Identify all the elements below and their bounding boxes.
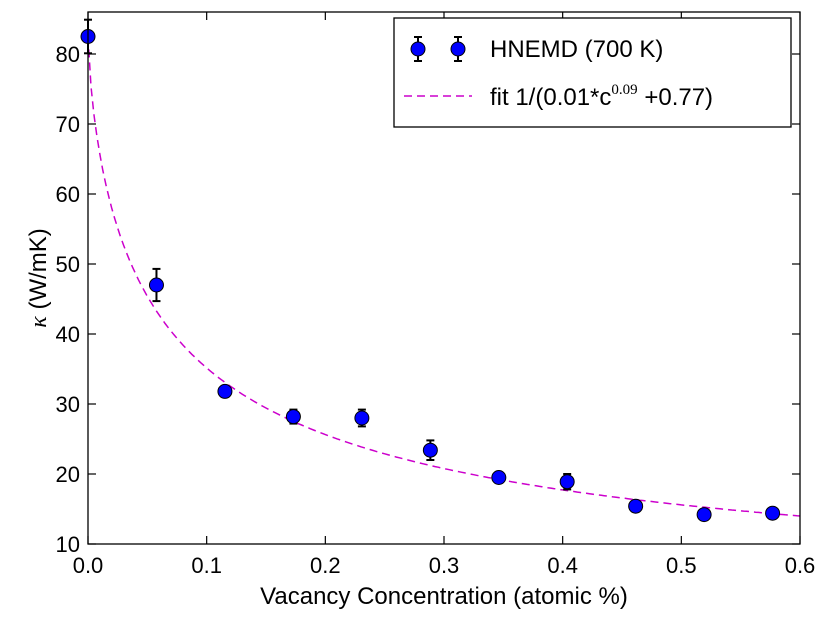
data-point — [217, 383, 233, 399]
legend-fit-prefix: fit 1/(0.01*c — [490, 84, 611, 111]
data-point — [148, 267, 164, 303]
x-tick-label: 0.6 — [785, 553, 816, 578]
y-tick-label: 10 — [56, 532, 80, 557]
data-point — [491, 470, 507, 485]
fit-curve-layer — [87, 36, 801, 517]
y-tick-label: 20 — [56, 462, 80, 487]
legend-marker-hnemd — [410, 36, 466, 62]
y-tick-label: 30 — [56, 392, 80, 417]
y-tick-label: 80 — [56, 42, 80, 67]
data-point — [765, 505, 781, 521]
data-point — [628, 498, 644, 514]
y-axis-symbol: κ — [26, 316, 52, 328]
y-tick-label: 40 — [56, 322, 80, 347]
marker — [422, 442, 438, 458]
y-tick-label: 70 — [56, 112, 80, 137]
marker — [354, 410, 370, 426]
x-tick-label: 0.3 — [429, 553, 460, 578]
data-point — [696, 507, 712, 523]
marker — [217, 383, 233, 399]
x-tick-label: 0.4 — [547, 553, 578, 578]
x-tick-label: 0.5 — [666, 553, 697, 578]
marker — [765, 505, 781, 521]
marker — [491, 470, 507, 485]
legend-fit-suffix: +0.77) — [638, 84, 713, 111]
x-tick-label: 0.1 — [191, 553, 222, 578]
marker — [285, 409, 301, 425]
data-point — [354, 408, 370, 428]
x-axis-title: Vacancy Concentration (atomic %) — [260, 583, 628, 610]
x-tick-label: 0.0 — [73, 553, 104, 578]
ticks-layer: 0.0 0.1 0.2 0.3 0.4 0.5 0.6 10 20 30 40 50 60 70 80 — [56, 12, 816, 578]
marker — [559, 474, 575, 490]
legend-fit-exponent: 0.09 — [611, 82, 637, 98]
data-point — [285, 408, 301, 425]
data-point — [422, 439, 438, 461]
marker — [148, 277, 164, 293]
y-axis-title: κ (W/mK) — [25, 228, 52, 328]
y-tick-label: 50 — [56, 252, 80, 277]
data-points-layer — [80, 18, 781, 523]
y-axis-unit: (W/mK) — [25, 228, 52, 316]
fit-curve — [87, 36, 801, 517]
legend-label-hnemd: HNEMD (700 K) — [490, 36, 663, 63]
marker — [628, 498, 644, 514]
data-point — [559, 473, 575, 491]
legend: HNEMD (700 K) fit 1/(0.01*c0.09 +0.77) — [393, 17, 792, 128]
y-tick-label: 60 — [56, 182, 80, 207]
legend-label-fit: fit 1/(0.01*c0.09 +0.77) — [490, 82, 713, 111]
x-tick-label: 0.2 — [310, 553, 341, 578]
marker — [696, 507, 712, 523]
